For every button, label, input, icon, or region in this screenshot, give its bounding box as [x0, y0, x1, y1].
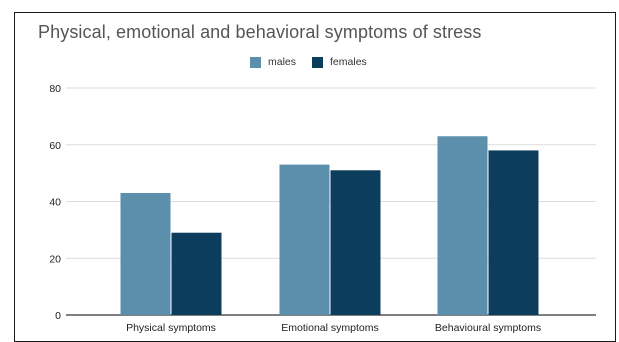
- legend-label-males: males: [268, 56, 297, 68]
- legend-item-males: males: [250, 56, 296, 68]
- bar-males-1: [120, 192, 171, 315]
- y-tick-label: 0: [55, 310, 61, 322]
- bar-males-3: [437, 136, 488, 315]
- y-tick-label: 80: [49, 83, 61, 95]
- legend-swatch-males: [250, 56, 261, 68]
- y-tick-label: 60: [49, 140, 61, 152]
- chart-legend: males females: [250, 56, 367, 68]
- y-tick-label: 20: [49, 253, 61, 265]
- bar-females-1: [171, 232, 222, 315]
- y-tick-label: 40: [49, 197, 61, 209]
- x-category-label: Emotional symptoms: [281, 322, 378, 333]
- bar-males-2: [279, 164, 330, 315]
- x-category-label: Physical symptoms: [126, 322, 216, 333]
- chart-title: Physical, emotional and behavioral sympt…: [38, 22, 482, 42]
- legend-swatch-females: [312, 56, 324, 68]
- bar-females-3: [488, 150, 539, 315]
- bar-chart: 0 20 40 60 80 Physical symptoms Emotional symp…: [49, 83, 596, 333]
- x-category-label: Behavioural symptoms: [435, 322, 541, 333]
- legend-item-females: females: [312, 56, 367, 68]
- legend-label-females: females: [330, 56, 367, 68]
- bar-females-2: [330, 170, 381, 315]
